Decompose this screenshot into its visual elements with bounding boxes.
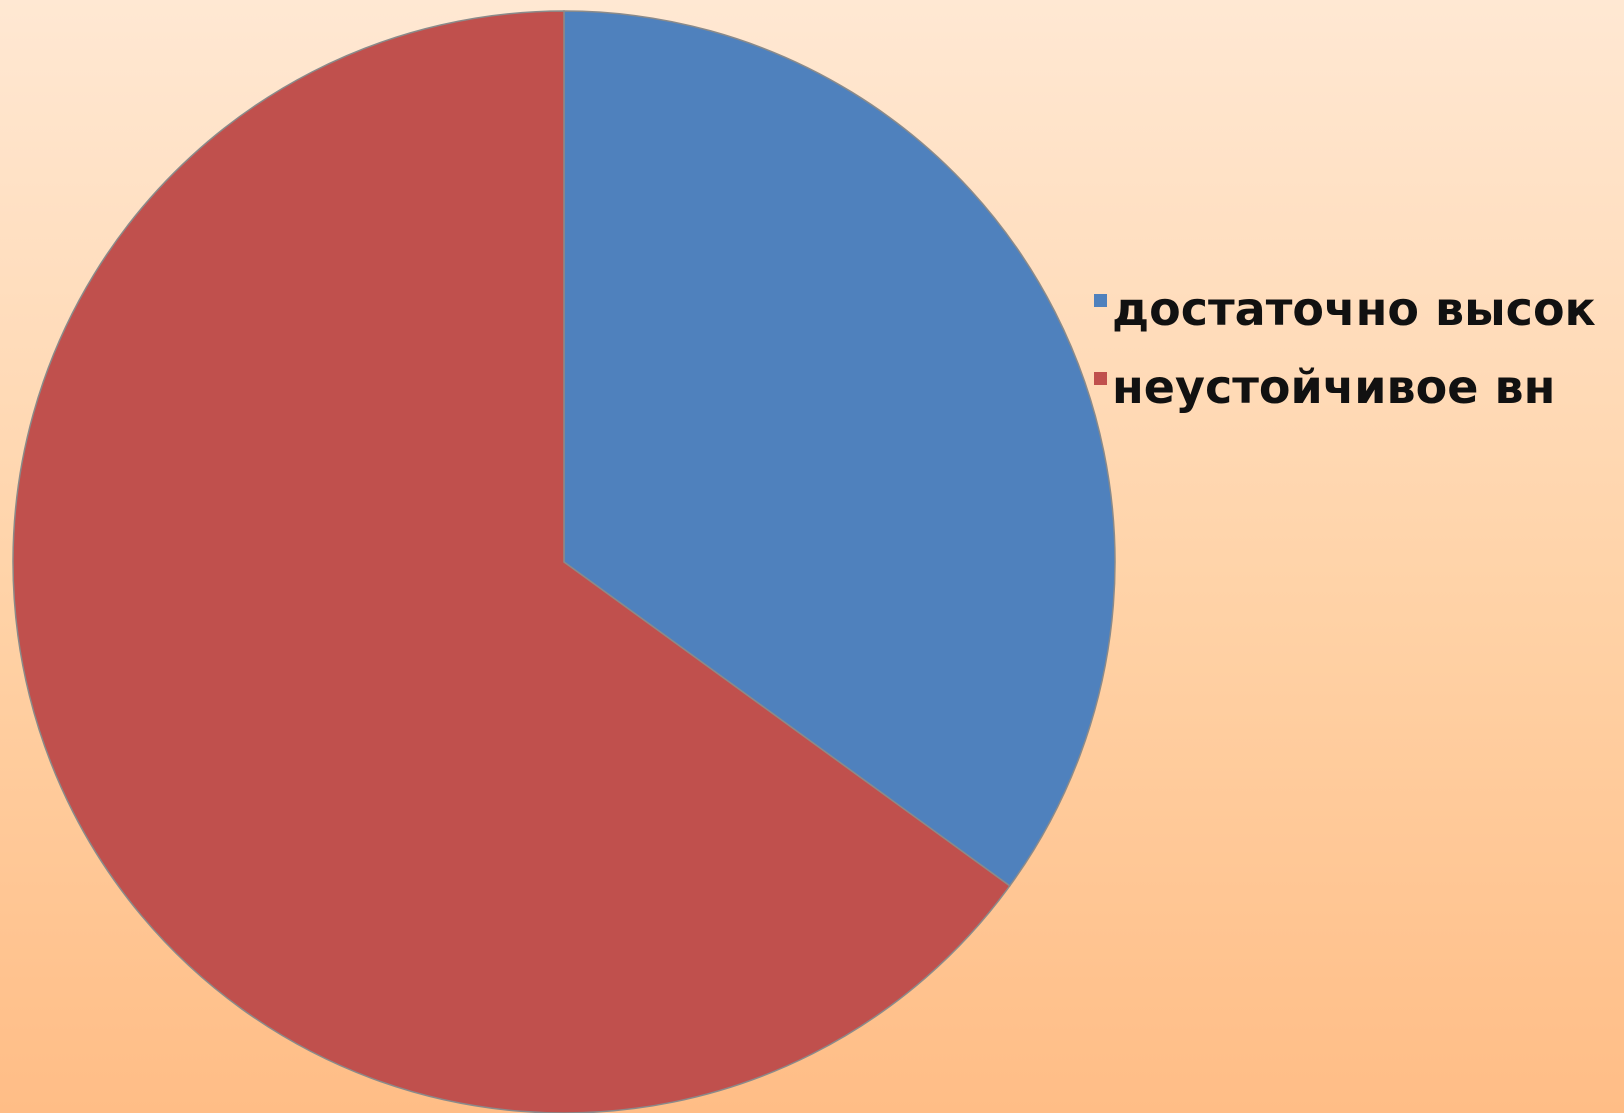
pie-slice-0 — [563, 10, 1116, 887]
legend-item-0: достаточно высок — [1094, 270, 1596, 348]
pie-slice-1 — [12, 10, 1011, 1113]
legend-label-1: неустойчивое вн — [1112, 360, 1556, 414]
legend-item-1: неустойчивое вн — [1094, 348, 1596, 426]
legend-swatch-1 — [1094, 371, 1107, 385]
chart-legend: достаточно высок неустойчивое вн — [1094, 270, 1596, 426]
legend-swatch-0 — [1094, 293, 1107, 307]
legend-label-0: достаточно высок — [1112, 282, 1596, 336]
